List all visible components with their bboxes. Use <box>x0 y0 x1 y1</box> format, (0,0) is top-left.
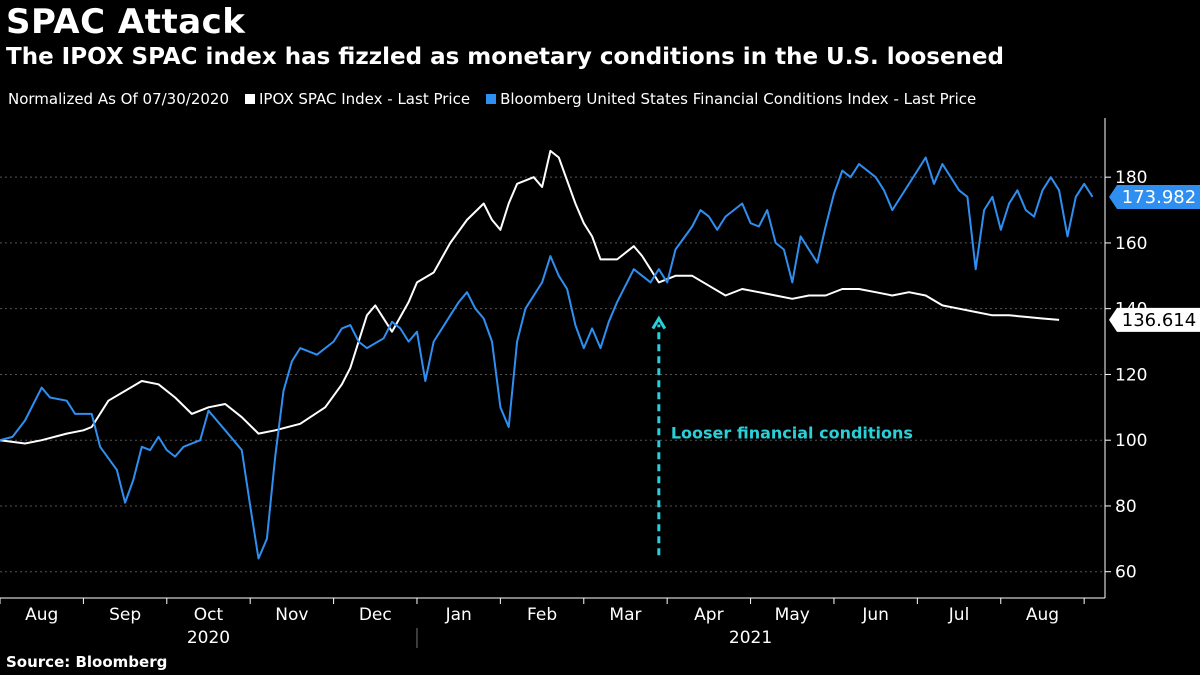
x-month-label-4: Dec <box>359 605 392 625</box>
series-group <box>0 149 1094 560</box>
x-month-label-7: Mar <box>609 605 641 625</box>
y-tick-label-160: 160 <box>1115 234 1147 254</box>
y-tick-label-120: 120 <box>1115 365 1147 385</box>
x-month-label-2: Oct <box>194 605 224 625</box>
axes: 6080100120140160180AugSepOctNovDecJanFeb… <box>0 118 1147 648</box>
y-tick-label-80: 80 <box>1115 497 1137 517</box>
x-month-label-8: Apr <box>694 605 723 625</box>
last-value-tag-fci <box>1109 184 1200 209</box>
y-tick-label-60: 60 <box>1115 563 1137 583</box>
last-value-tag-ipox <box>1109 307 1200 332</box>
x-month-label-3: Nov <box>275 605 308 625</box>
x-month-label-5: Jan <box>445 605 472 625</box>
x-month-label-9: May <box>775 605 810 625</box>
annotation-text: Looser financial conditions <box>671 424 913 443</box>
x-month-label-11: Jul <box>948 605 970 625</box>
series-line-fci <box>0 156 1094 560</box>
chart-title: SPAC Attack <box>6 2 246 42</box>
series-line-ipox <box>0 149 1060 445</box>
x-month-label-6: Feb <box>527 605 557 625</box>
x-year-label-2020: 2020 <box>187 628 230 648</box>
legend-item-fci: Bloomberg United States Financial Condit… <box>486 90 976 108</box>
legend-normalization-note: Normalized As Of 07/30/2020 <box>8 90 229 108</box>
y-tick-label-180: 180 <box>1115 168 1147 188</box>
last-value-tags: 136.614 173.982 <box>1109 184 1200 332</box>
source-note: Source: Bloomberg <box>6 653 168 671</box>
chart-subtitle: The IPOX SPAC index has fizzled as monet… <box>6 44 1004 70</box>
legend-swatch-ipox <box>245 94 255 104</box>
legend-swatch-fci <box>486 94 497 104</box>
x-month-label-0: Aug <box>25 605 58 625</box>
legend: Normalized As Of 07/30/2020 IPOX SPAC In… <box>8 90 976 108</box>
x-month-label-12: Aug <box>1026 605 1059 625</box>
gridlines <box>0 176 1105 573</box>
legend-item-ipox: IPOX SPAC Index - Last Price <box>245 90 470 108</box>
x-month-label-10: Jun <box>861 605 889 625</box>
y-tick-label-100: 100 <box>1115 431 1147 451</box>
last-value-label-fci: 173.982 <box>1122 187 1196 208</box>
x-month-label-1: Sep <box>109 605 141 625</box>
annotation-arrow-head <box>651 315 667 330</box>
legend-label-ipox: IPOX SPAC Index - Last Price <box>259 90 471 108</box>
x-year-label-2021: 2021 <box>729 628 772 648</box>
annotation: Looser financial conditions <box>651 315 913 556</box>
last-value-label-ipox: 136.614 <box>1122 310 1196 331</box>
legend-label-fci: Bloomberg United States Financial Condit… <box>500 90 977 108</box>
